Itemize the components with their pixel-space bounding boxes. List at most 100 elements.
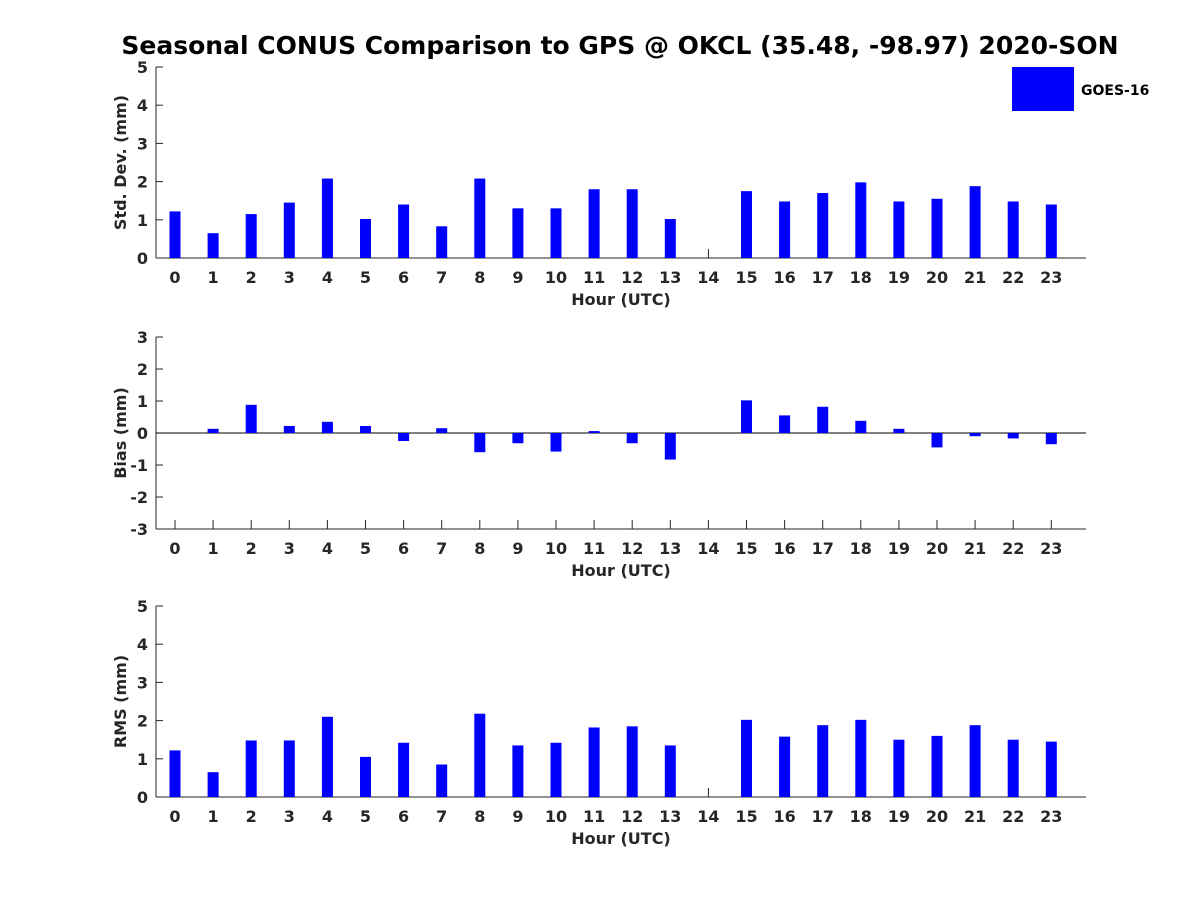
y-tick-label: -1: [130, 456, 148, 475]
y-tick-label: 2: [137, 360, 148, 379]
x-tick-label: 0: [169, 268, 180, 287]
x-axis-label: Hour (UTC): [571, 290, 671, 309]
y-tick-label: 1: [137, 211, 148, 230]
x-tick-label: 10: [545, 807, 567, 826]
x-tick-label: 20: [926, 807, 948, 826]
bar-hour-17: [817, 725, 829, 797]
x-tick-label: 9: [512, 539, 523, 558]
bar-hour-6: [398, 433, 410, 441]
x-tick-label: 17: [812, 807, 834, 826]
x-tick-label: 6: [398, 807, 409, 826]
x-tick-label: 3: [284, 539, 295, 558]
x-tick-label: 18: [850, 539, 872, 558]
x-axis-label: Hour (UTC): [571, 829, 671, 848]
y-tick-label: 3: [137, 134, 148, 153]
x-tick-label: 12: [621, 268, 643, 287]
x-tick-label: 12: [621, 807, 643, 826]
bar-hour-20: [931, 433, 943, 448]
bar-hour-13: [664, 745, 676, 797]
bar-hour-11: [588, 727, 600, 797]
legend-label: GOES-16: [1081, 83, 1149, 99]
y-tick-label: 2: [137, 712, 148, 731]
bar-hour-12: [626, 433, 638, 444]
x-tick-label: 6: [398, 268, 409, 287]
x-tick-label: 20: [926, 539, 948, 558]
bar-hour-0: [169, 211, 181, 258]
bar-hour-11: [588, 189, 600, 258]
x-tick-label: 1: [208, 539, 219, 558]
bar-hour-21: [969, 186, 981, 258]
x-tick-label: 7: [436, 539, 447, 558]
bar-hour-9: [512, 208, 524, 258]
x-tick-label: 4: [322, 539, 333, 558]
x-tick-label: 23: [1040, 268, 1062, 287]
x-tick-label: 17: [812, 268, 834, 287]
bar-hour-23: [1045, 741, 1057, 797]
x-tick-label: 10: [545, 268, 567, 287]
bar-hour-10: [550, 433, 562, 452]
x-tick-label: 2: [246, 807, 257, 826]
bar-hour-18: [855, 719, 867, 797]
bar-hour-11: [588, 431, 600, 433]
x-tick-label: 2: [246, 539, 257, 558]
bar-hour-5: [360, 425, 371, 433]
x-tick-label: 8: [474, 807, 485, 826]
bar-hour-20: [931, 735, 943, 797]
bar-hour-21: [969, 433, 981, 437]
x-tick-label: 1: [208, 268, 219, 287]
y-tick-label: 4: [137, 96, 148, 115]
bar-hour-1: [207, 772, 219, 797]
bar-hour-15: [741, 719, 752, 797]
bar-hour-4: [321, 421, 333, 433]
bar-hour-1: [207, 233, 219, 258]
bar-hour-8: [474, 713, 486, 797]
bar-hour-17: [817, 406, 829, 433]
x-tick-label: 15: [735, 268, 757, 287]
x-tick-label: 15: [735, 807, 757, 826]
x-tick-label: 3: [284, 268, 295, 287]
bar-hour-18: [855, 420, 867, 433]
bar-hour-22: [1007, 739, 1019, 797]
bar-hour-23: [1045, 204, 1057, 258]
x-tick-label: 11: [583, 268, 605, 287]
x-tick-label: 22: [1002, 539, 1024, 558]
bar-hour-5: [360, 756, 371, 797]
x-tick-label: 13: [659, 539, 681, 558]
bar-hour-3: [283, 425, 295, 433]
y-tick-label: 0: [137, 424, 148, 443]
x-tick-label: 0: [169, 539, 180, 558]
bar-hour-18: [855, 182, 867, 258]
x-tick-label: 19: [888, 539, 910, 558]
x-tick-label: 14: [697, 539, 719, 558]
y-tick-label: 1: [137, 750, 148, 769]
x-tick-label: 19: [888, 268, 910, 287]
y-tick-label: 3: [137, 328, 148, 347]
y-axis-label: RMS (mm): [111, 655, 130, 748]
bar-hour-8: [474, 178, 486, 258]
x-tick-label: 22: [1002, 268, 1024, 287]
legend: GOES-16: [1012, 67, 1149, 111]
x-tick-label: 7: [436, 268, 447, 287]
x-tick-label: 18: [850, 807, 872, 826]
x-tick-label: 9: [512, 807, 523, 826]
x-tick-label: 11: [583, 539, 605, 558]
x-tick-label: 7: [436, 807, 447, 826]
bar-hour-15: [741, 191, 752, 258]
bar-hour-7: [436, 764, 448, 797]
y-tick-label: 1: [137, 392, 148, 411]
chart-title: Seasonal CONUS Comparison to GPS @ OKCL …: [121, 31, 1118, 60]
bar-hour-10: [550, 208, 562, 258]
bar-hour-3: [283, 202, 295, 258]
x-tick-label: 5: [360, 268, 371, 287]
y-tick-label: 5: [137, 597, 148, 616]
x-tick-label: 16: [773, 539, 795, 558]
x-tick-label: 21: [964, 539, 986, 558]
x-tick-label: 21: [964, 807, 986, 826]
y-tick-label: 5: [137, 58, 148, 77]
bar-hour-7: [436, 226, 448, 258]
bar-hour-10: [550, 742, 562, 797]
